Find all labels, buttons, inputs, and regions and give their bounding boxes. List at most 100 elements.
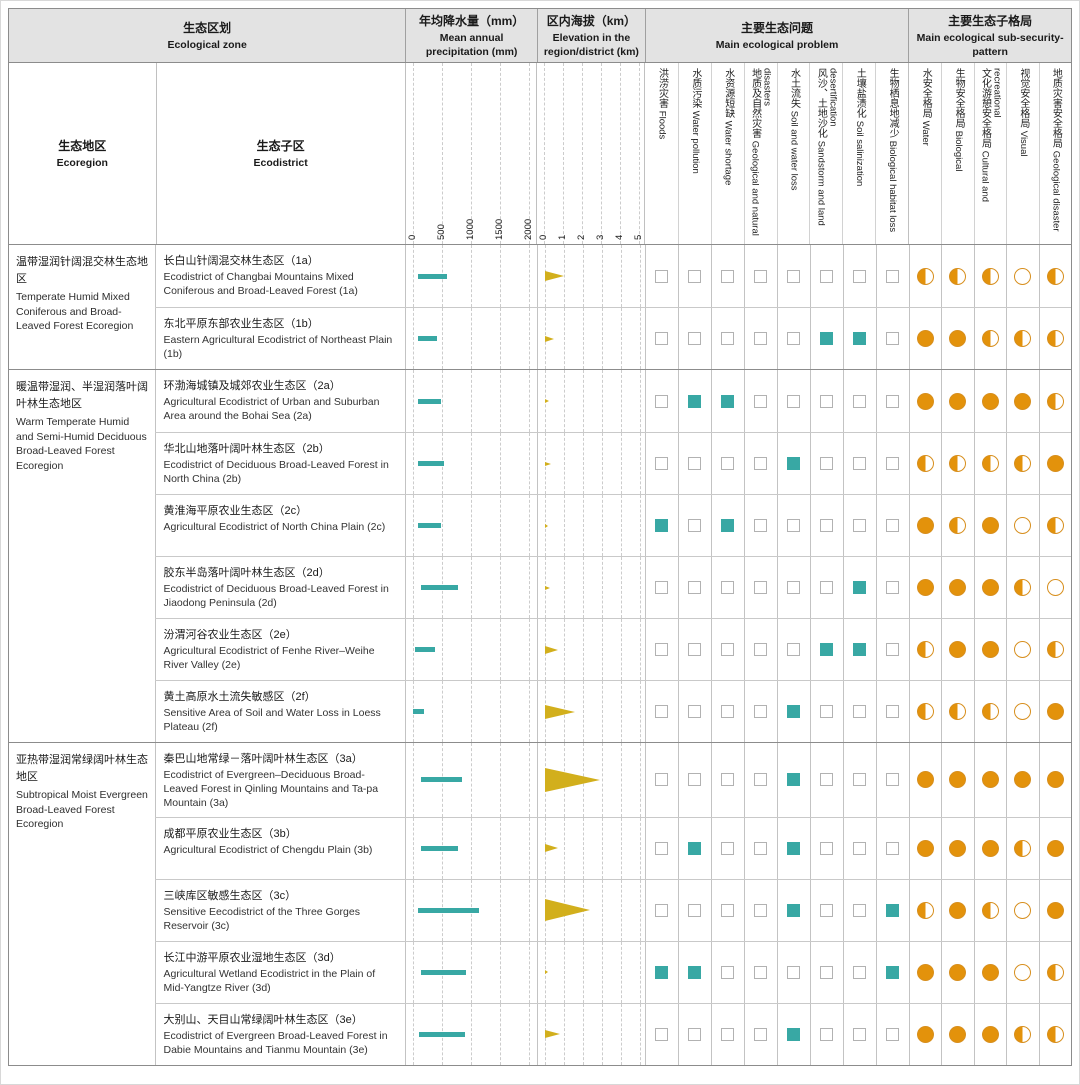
pattern-circle-full	[981, 579, 999, 596]
problem-cell	[710, 743, 744, 817]
pattern-column-labels: 水安全格局 Water 生物安全格局 Biological 文化游憩安全格局 Cul…	[908, 63, 1071, 244]
pattern-cell	[941, 495, 974, 556]
ecodistrict-cell: 长江中游平原农业湿地生态区（3d） Agricultural Wetland Ec…	[154, 941, 405, 1003]
problem-column-labels: 洪涝灾害 Floods 水质污染 Water pollution 水资源短缺 Wat…	[644, 63, 908, 244]
problem-column-label: 水质污染 Water pollution	[677, 63, 711, 244]
elevation-cell	[536, 941, 645, 1003]
axis-gridline	[528, 941, 530, 1003]
problem-marker-empty	[820, 773, 833, 787]
ecodistrict-row: 长江中游平原农业湿地生态区（3d） Agricultural Wetland Ec…	[154, 940, 1071, 1003]
elevation-cell	[536, 619, 645, 680]
problem-column-vertical-text: 水土流失 Soil and water loss	[787, 68, 799, 244]
ecodistrict-row: 汾渭河谷农业生态区（2e） Agricultural Ecodistrict of…	[154, 618, 1071, 680]
problem-marker-empty	[787, 581, 800, 594]
axis-gridline	[639, 63, 641, 244]
pattern-column-label: 地质灾害安全格局 Geological disaster	[1038, 63, 1071, 244]
axis-gridline	[412, 1003, 414, 1065]
ecoregion-name-zh: 温带湿润针阔混交林生态地区	[16, 256, 148, 285]
problem-cell	[842, 308, 876, 369]
axis-gridline	[499, 245, 501, 307]
problem-marker-empty	[754, 581, 767, 594]
problem-marker-empty	[655, 581, 668, 594]
pattern-circle-half	[1046, 392, 1064, 410]
problem-label-en: Water pollution	[689, 110, 701, 174]
problem-cell	[776, 557, 810, 618]
pattern-circle-full	[916, 771, 934, 789]
axis-gridline	[499, 681, 501, 742]
ecoregion-name-zh: 亚热带湿润常绿阔叶林生态地区	[16, 754, 148, 783]
problem-label-zh: 生物栖息地减少	[887, 68, 899, 138]
elevation-tick-label: 1	[557, 234, 569, 240]
pattern-cell	[973, 681, 1007, 742]
pattern-cell	[908, 1003, 942, 1065]
precipitation-axis: 0 500 1000 1500 2000	[404, 63, 537, 244]
header-ecoregion-en: Ecoregion	[56, 156, 108, 169]
problem-label-en: Sandstorm and land desertification	[815, 68, 839, 226]
pattern-cell	[1038, 879, 1072, 941]
pattern-cell	[1038, 495, 1072, 556]
problem-cell	[743, 743, 777, 817]
problem-marker-empty	[853, 705, 866, 718]
elevation-triangle	[544, 704, 575, 719]
header-row-sub: 生态地区 Ecoregion 生态子区 Ecodistrict 0 500 1000…	[9, 63, 1071, 245]
problem-marker-filled	[853, 332, 866, 345]
axis-gridline	[499, 433, 501, 494]
problem-label-zh: 地质及自然灾害	[749, 68, 761, 138]
header-row-main: 生态区划 Ecological zone 年均降水量（mm） Mean annu…	[9, 9, 1071, 63]
axis-gridline	[639, 743, 641, 817]
header-ecological-zone-en: Ecological zone	[167, 38, 247, 51]
problem-marker-empty	[754, 269, 767, 283]
problem-cell	[809, 941, 843, 1003]
axis-gridline	[412, 817, 414, 879]
pattern-label-zh: 视觉安全格局	[1017, 68, 1029, 128]
precipitation-range-bar	[412, 709, 424, 714]
problem-cell	[875, 817, 909, 879]
ecodistrict-name-zh: 黄土高原水土流失敏感区（2f）	[163, 691, 316, 703]
axis-gridline	[528, 63, 530, 244]
ecodistrict-name-zh: 大别山、天目山常绿阔叶林生态区（3e）	[163, 1013, 363, 1026]
elevation-tick-label: 3	[595, 234, 607, 240]
elevation-triangle	[544, 970, 548, 975]
axis-gridline	[412, 879, 414, 941]
pattern-cell	[973, 557, 1007, 618]
problem-marker-empty	[853, 394, 866, 408]
axis-gridline	[528, 1003, 530, 1065]
problem-marker-filled	[787, 705, 800, 718]
ecoregion-name-zh: 暖温带湿润、半湿润落叶阔叶林生态地区	[16, 381, 148, 410]
axis-gridline	[470, 308, 472, 369]
axis-gridline	[582, 308, 584, 369]
axis-gridline	[441, 619, 443, 680]
problem-cell	[743, 433, 777, 494]
pattern-cell	[1006, 370, 1039, 432]
header-sub-security-pattern: 主要生态子格局 Main ecological sub-security-pat…	[908, 9, 1071, 62]
problem-cell	[776, 619, 810, 680]
axis-gridline	[601, 308, 603, 369]
problem-cell	[644, 245, 678, 307]
problem-column-vertical-text: 水资源短缺 Water shortage	[722, 68, 734, 244]
problem-label-zh: 土壤盐渍化	[854, 68, 866, 118]
pattern-circle-full	[916, 963, 934, 981]
elevation-cell	[536, 557, 645, 618]
problem-column-label: 水资源短缺 Water shortage	[710, 63, 744, 244]
pattern-cell	[908, 495, 942, 556]
pattern-cell	[1006, 681, 1039, 742]
pattern-circle-half	[1046, 963, 1064, 981]
problem-marker-empty	[688, 773, 701, 787]
header-elevation: 区内海拔（km） Elevation in the region/distric…	[536, 9, 645, 62]
problem-cell	[743, 879, 777, 941]
axis-gridline	[499, 1003, 501, 1065]
precipitation-cell	[404, 433, 537, 494]
pattern-cell	[941, 879, 974, 941]
ecodistrict-cell: 东北平原东部农业生态区（1b） Eastern Agricultural Ecod…	[154, 308, 405, 369]
problem-cell	[809, 557, 843, 618]
ecodistrict-name-zh: 黄淮海平原农业生态区（2c）	[163, 505, 308, 517]
ecodistrict-name-en: Agricultural Wetland Ecodistrict in the …	[163, 968, 376, 995]
header-elevation-zh: 区内海拔（km）	[546, 14, 637, 29]
elevation-triangle	[544, 399, 549, 403]
ecodistrict-cell: 大别山、天目山常绿阔叶林生态区（3e） Ecodistrict of Evergr…	[154, 1003, 405, 1065]
precipitation-tick-label: 0	[406, 234, 418, 240]
pattern-cell	[973, 619, 1007, 680]
problem-marker-empty	[787, 519, 800, 532]
axis-gridline	[582, 941, 584, 1003]
ecodistrict-cell: 华北山地落叶阔叶林生态区（2b） Ecodistrict of Deciduous…	[154, 433, 405, 494]
